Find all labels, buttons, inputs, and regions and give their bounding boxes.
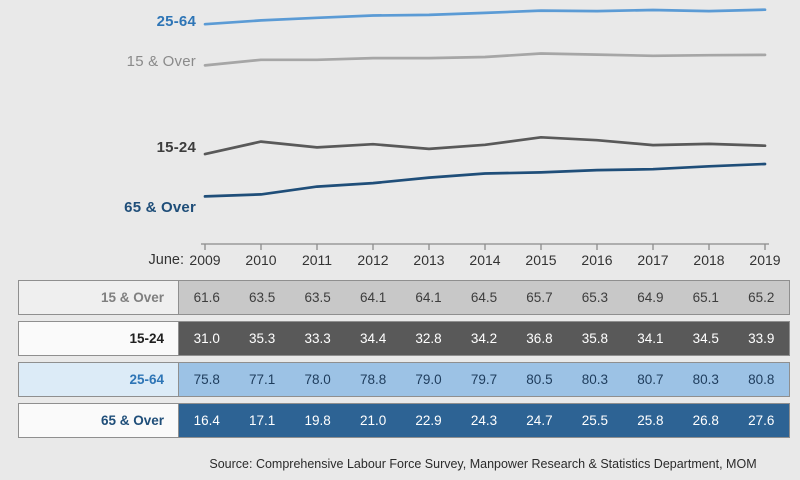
table-cell-15-24-2019: 33.9	[748, 331, 775, 346]
data-table: 15 & Over 61.6 63.5 63.5 64.1 64.1 64.5 65.7 65.…	[18, 280, 790, 444]
table-cell-25-64-2018: 80.3	[692, 372, 719, 387]
x-tick-label-2012: 2012	[357, 252, 389, 268]
table-cell-25-64-2019: 80.8	[748, 372, 775, 387]
table-cell-65-over-2011: 19.8	[304, 413, 331, 428]
table-cell-65-over-2012: 21.0	[359, 413, 387, 428]
table-cell-25-64-2014: 79.7	[470, 372, 498, 387]
x-tick-label-2018: 2018	[693, 252, 725, 268]
row-values-25-64: 75.8 77.1 78.0 78.8 79.0 79.7 80.5 80.3 80.7 80.3…	[179, 363, 789, 396]
table-cell-15-over-2011: 63.5	[304, 290, 331, 305]
line-chart	[201, 8, 769, 250]
table-cell-15-24-2012: 34.4	[359, 331, 387, 346]
table-cell-65-over-2019: 27.6	[748, 413, 775, 428]
table-cell-65-over-2013: 22.9	[415, 413, 442, 428]
row-values-65-over: 16.4 17.1 19.8 21.0 22.9 24.3 24.7 25.5 25.8 26.8…	[179, 404, 789, 437]
table-cell-15-24-2014: 34.2	[470, 331, 498, 346]
x-tick-label-2015: 2015	[525, 252, 557, 268]
row-label-65-over: 65 & Over	[19, 404, 179, 437]
table-cell-25-64-2011: 78.0	[304, 372, 331, 387]
source-note: Source: Comprehensive Labour Force Surve…	[209, 457, 757, 471]
table-cell-15-24-2015: 36.8	[526, 331, 553, 346]
series-label-25-64: 25-64	[156, 13, 196, 30]
table-cell-15-over-2012: 64.1	[359, 290, 387, 305]
table-cell-65-over-2010: 17.1	[249, 413, 276, 428]
table-cell-25-64-2013: 79.0	[415, 372, 442, 387]
table-row-15-24: 15-24 31.0 35.3 33.3 34.4 32.8 34.2 36.8 35.8 34.…	[18, 321, 790, 356]
table-row-65-over: 65 & Over 16.4 17.1 19.8 21.0 22.9 24.3 24.7 25.…	[18, 403, 790, 438]
table-cell-25-64-2010: 77.1	[249, 372, 276, 387]
row-label-15-24: 15-24	[19, 322, 179, 355]
row-label-25-64: 25-64	[19, 363, 179, 396]
table-cell-15-24-2011: 33.3	[304, 331, 331, 346]
x-tick-label-2009: 2009	[189, 252, 221, 268]
x-axis-title: June:	[148, 252, 184, 268]
row-label-15-over: 15 & Over	[19, 281, 179, 314]
x-tick-label-2017: 2017	[637, 252, 669, 268]
series-label-65-over: 65 & Over	[124, 199, 196, 216]
row-values-15-over: 61.6 63.5 63.5 64.1 64.1 64.5 65.7 65.3 64.9 65.1…	[179, 281, 789, 314]
x-tick-label-2011: 2011	[301, 252, 333, 268]
x-tick-label-2010: 2010	[245, 252, 277, 268]
x-tick-label-2013: 2013	[413, 252, 445, 268]
table-cell-65-over-2017: 25.8	[637, 413, 664, 428]
table-row-25-64: 25-64 75.8 77.1 78.0 78.8 79.0 79.7 80.5 80.3 80.…	[18, 362, 790, 397]
table-cell-15-over-2014: 64.5	[470, 290, 498, 305]
table-cell-15-over-2017: 64.9	[637, 290, 664, 305]
table-cell-15-24-2018: 34.5	[692, 331, 719, 346]
x-tick-label-2019: 2019	[749, 252, 781, 268]
table-cell-15-over-2019: 65.2	[748, 290, 775, 305]
table-cell-65-over-2014: 24.3	[470, 413, 498, 428]
table-cell-25-64-2012: 78.8	[359, 372, 387, 387]
table-cell-65-over-2016: 25.5	[581, 413, 609, 428]
table-cell-15-over-2015: 65.7	[526, 290, 553, 305]
table-cell-15-24-2013: 32.8	[415, 331, 442, 346]
table-cell-15-over-2013: 64.1	[415, 290, 442, 305]
series-label-15-over: 15 & Over	[126, 53, 196, 70]
table-cell-25-64-2009: 75.8	[193, 372, 220, 387]
table-cell-15-24-2009: 31.0	[193, 331, 220, 346]
row-values-15-24: 31.0 35.3 33.3 34.4 32.8 34.2 36.8 35.8 34.1 34.5…	[179, 322, 789, 355]
table-cell-15-24-2016: 35.8	[581, 331, 609, 346]
table-cell-15-24-2010: 35.3	[249, 331, 276, 346]
table-cell-15-24-2017: 34.1	[637, 331, 664, 346]
table-row-15-over: 15 & Over 61.6 63.5 63.5 64.1 64.1 64.5 65.7 65.…	[18, 280, 790, 315]
table-cell-65-over-2018: 26.8	[692, 413, 719, 428]
table-cell-15-over-2016: 65.3	[581, 290, 609, 305]
table-cell-65-over-2009: 16.4	[193, 413, 220, 428]
table-cell-25-64-2017: 80.7	[637, 372, 664, 387]
table-cell-25-64-2016: 80.3	[581, 372, 609, 387]
x-tick-label-2014: 2014	[469, 252, 501, 268]
series-label-15-24: 15-24	[156, 139, 196, 156]
table-cell-15-over-2010: 63.5	[249, 290, 276, 305]
table-cell-15-over-2018: 65.1	[692, 290, 719, 305]
table-cell-65-over-2015: 24.7	[526, 413, 553, 428]
x-tick-label-2016: 2016	[581, 252, 613, 268]
table-cell-25-64-2015: 80.5	[526, 372, 553, 387]
table-cell-15-over-2009: 61.6	[193, 290, 220, 305]
